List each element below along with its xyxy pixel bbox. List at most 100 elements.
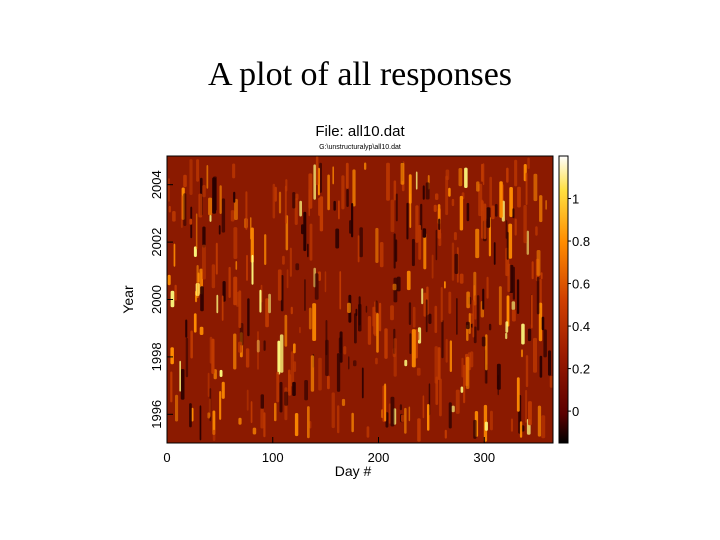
heatmap-streak (505, 321, 509, 333)
heatmap-streak (412, 306, 416, 328)
heatmap-streak (415, 171, 418, 190)
heatmap-streak (366, 426, 370, 438)
heatmap-streak (538, 302, 543, 342)
heatmap-streak (465, 321, 470, 330)
heatmap-streak (537, 405, 542, 437)
heatmap-streak (167, 274, 171, 286)
heatmap-streak (170, 290, 175, 308)
heatmap-streak (333, 200, 336, 211)
heatmap-streak (417, 331, 420, 341)
x-tick-label: 0 (163, 450, 170, 465)
heatmap-streak (353, 360, 357, 367)
heatmap-streak (309, 223, 313, 261)
heatmap-streak (293, 343, 296, 354)
heatmap-streak (512, 208, 515, 219)
heatmap-streak (189, 403, 192, 428)
heatmap-streak (408, 302, 412, 325)
heatmap-streak (207, 412, 211, 419)
heatmap-streak (286, 269, 289, 289)
heatmap-streak (284, 314, 288, 347)
heatmap-streak (495, 203, 498, 217)
heatmap-streak (422, 228, 427, 238)
x-tick-label: 300 (473, 450, 495, 465)
heatmap-streak (512, 266, 515, 300)
heatmap-streak (396, 276, 401, 292)
heatmap-streak (168, 205, 171, 213)
heatmap-streak (354, 313, 357, 344)
heatmap-streak (189, 218, 193, 225)
heatmap-streak (290, 351, 295, 387)
heatmap-streak (180, 369, 185, 400)
heatmap-streak (233, 191, 236, 203)
heatmap-streak (406, 270, 411, 291)
heatmap-streak (361, 367, 364, 399)
heatmap-streak (416, 367, 421, 376)
heatmap-streak (458, 168, 463, 187)
heatmap-streak (455, 389, 460, 414)
heatmap-streak (260, 408, 264, 429)
heatmap-streak (393, 180, 397, 201)
heatmap-streak (294, 198, 298, 225)
heatmap-streak (308, 307, 312, 330)
heatmap-streak (232, 163, 236, 179)
heatmap-streak (390, 305, 394, 321)
heatmap-streak (317, 271, 321, 281)
heatmap-streak (299, 326, 301, 334)
colorbar-tick-label: 0 (572, 404, 579, 419)
heatmap-streak (482, 288, 485, 310)
heatmap-streak (276, 371, 280, 403)
heatmap-streak (395, 239, 398, 262)
heatmap-streak (485, 334, 488, 371)
heatmap-streak (285, 215, 289, 251)
heatmap-streak (409, 333, 412, 355)
heatmap-streak (411, 238, 415, 267)
heatmap-streak (506, 167, 509, 183)
heatmap-streak (390, 396, 395, 427)
heatmap-streak (246, 389, 249, 411)
heatmap-streak (473, 419, 477, 439)
heatmap-streak (521, 349, 523, 358)
chart-title: File: all10.dat (315, 123, 405, 140)
heatmap-streak (400, 162, 405, 185)
heatmap-streak (196, 265, 199, 299)
heatmap-streak (466, 291, 470, 309)
heatmap-streak (525, 172, 528, 206)
heatmap-streak (392, 283, 397, 291)
heatmap-streak (308, 189, 310, 217)
heatmap-streak (466, 202, 470, 222)
heatmap-streak (497, 374, 499, 396)
heatmap-streak (303, 211, 307, 252)
heatmap-streak (294, 413, 299, 437)
heatmap-streak (212, 177, 217, 214)
heatmap-streak (505, 332, 508, 340)
heatmap-streak (527, 328, 532, 342)
heatmap-streak (183, 174, 187, 188)
heatmap-streak (514, 159, 518, 187)
heatmap-streak (331, 392, 335, 429)
heatmap-streak (190, 330, 193, 359)
heatmap-streak (506, 295, 510, 327)
heatmap-streak (484, 421, 488, 431)
heatmap-streak (251, 254, 254, 285)
heatmap-streak (277, 269, 282, 301)
heatmap-streak (199, 405, 202, 441)
heatmap-streak (489, 176, 492, 208)
heatmap-streak (425, 299, 428, 333)
heatmap-streak (444, 281, 446, 289)
heatmap-streak (183, 193, 187, 226)
heatmap-streak (351, 203, 354, 238)
heatmap-streak (319, 196, 324, 232)
heatmap-streak (531, 294, 533, 329)
heatmap-streak (483, 203, 487, 240)
heatmap-streak (215, 242, 218, 275)
heatmap-streak (284, 391, 289, 406)
heatmap-streak (189, 159, 193, 195)
heatmap-streak (533, 173, 538, 202)
heatmap-streak (274, 402, 277, 422)
heatmap-streak (401, 414, 404, 422)
heatmap-streak (536, 276, 540, 315)
heatmap-streak (541, 415, 546, 439)
heatmap-streak (200, 286, 204, 312)
